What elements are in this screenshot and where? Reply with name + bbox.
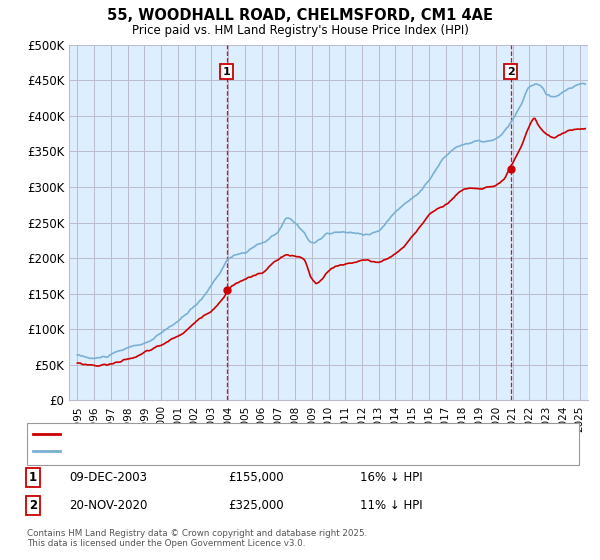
Text: Price paid vs. HM Land Registry's House Price Index (HPI): Price paid vs. HM Land Registry's House …: [131, 24, 469, 36]
Text: 11% ↓ HPI: 11% ↓ HPI: [360, 498, 422, 512]
Text: 1: 1: [223, 67, 230, 77]
Text: 55, WOODHALL ROAD, CHELMSFORD, CM1 4AE: 55, WOODHALL ROAD, CHELMSFORD, CM1 4AE: [107, 8, 493, 24]
Text: 09-DEC-2003: 09-DEC-2003: [69, 470, 147, 484]
Text: HPI: Average price, semi-detached house, Chelmsford: HPI: Average price, semi-detached house,…: [66, 446, 361, 456]
Text: 2: 2: [29, 498, 37, 512]
Text: 20-NOV-2020: 20-NOV-2020: [69, 498, 148, 512]
Text: Contains HM Land Registry data © Crown copyright and database right 2025.
This d: Contains HM Land Registry data © Crown c…: [27, 529, 367, 548]
Text: £325,000: £325,000: [228, 498, 284, 512]
Text: 55, WOODHALL ROAD, CHELMSFORD, CM1 4AE (semi-detached house): 55, WOODHALL ROAD, CHELMSFORD, CM1 4AE (…: [66, 429, 455, 439]
Text: 16% ↓ HPI: 16% ↓ HPI: [360, 470, 422, 484]
Text: 1: 1: [29, 470, 37, 484]
Text: 2: 2: [507, 67, 515, 77]
Text: £155,000: £155,000: [228, 470, 284, 484]
